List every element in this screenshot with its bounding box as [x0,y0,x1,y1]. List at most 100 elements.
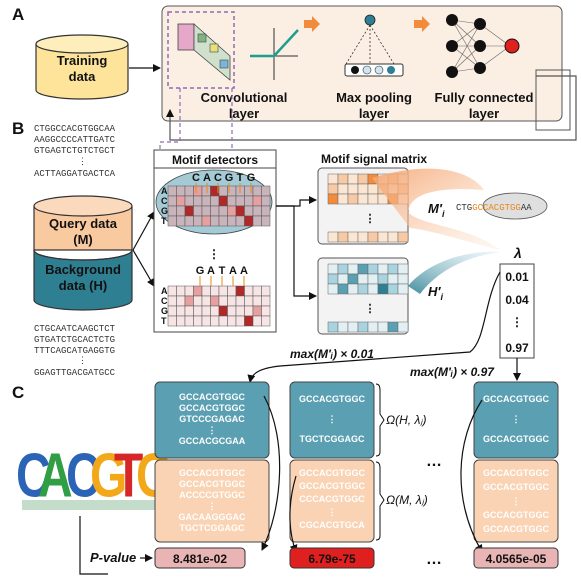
detector-cell [210,195,220,207]
detector-cell [227,295,237,307]
detector-cell [227,285,237,297]
max-high-label: max(M′ᵢ) × 0.97 [410,365,495,379]
detector-cell [184,295,194,307]
detector-cell [176,195,186,207]
col2-query-box [289,459,375,543]
detector-cell [244,185,254,197]
fully-connected-icon [446,14,520,78]
signal-cell [377,283,389,295]
logo-letter-5: T [114,441,143,510]
omega-h-bracket [375,383,385,457]
sequence-line: GCCACGTGGC [299,394,365,404]
detector-cell [210,305,220,317]
signal-cell [357,183,369,195]
signal-cell [377,231,389,243]
detector-cell [193,185,203,197]
detector-cell [218,205,228,217]
detector-cell [252,215,262,227]
sequence-motif: GCCACGTGG [472,203,521,213]
sequence-line: GCCACGTGGC [483,394,549,404]
detector-cell [176,285,186,297]
detector-cell [218,185,228,197]
detector-cell [210,285,220,297]
detector-cell [261,185,271,197]
sequence-line: GCCACGTGGC [179,392,245,402]
sequence-line: GCCACGTGGC [483,482,549,492]
detector-cell [201,295,211,307]
motif-detectors-header [153,149,277,169]
max-pooling-icon [344,14,404,77]
signal-cell [357,263,369,275]
detector-cell [244,205,254,217]
signal-cell [387,231,399,243]
sequence-line: TGCTCGGAGC [300,434,365,444]
signal-cell [377,273,389,285]
detector-cell [201,315,211,327]
row-label: G [161,206,168,216]
detector-cell [167,195,177,207]
detector-cell [193,205,203,217]
signal-m-dots: ⋮ [365,213,376,225]
sequence-line: TGCTCGGAGC [180,523,245,533]
col1-query-seqs: GCCACGTGGCGCCACGTGGCACCCCGTGGC⋮GACAAGGGA… [179,468,246,533]
logo-letter-3: C [66,441,101,510]
signal-h-dots: ⋮ [365,303,376,315]
detector-cell [252,315,262,327]
conv-layer-label-1: Convolutional [201,90,288,105]
fc-layer-label-2: layer [469,106,499,121]
signal-cell [347,283,359,295]
signal-cell [387,283,399,295]
detector-cell [244,285,254,297]
detector-cell [184,315,194,327]
detector-cell [218,215,228,227]
fc-layer-label-1: Fully connected [435,90,534,105]
signal-cell [367,263,379,275]
detector-cell [244,195,254,207]
sequence-line: ⋮ [328,507,337,517]
detector-cell [176,215,186,227]
arrow-det1-to-matrix [276,196,317,207]
m-prime-label: M′i [428,201,445,219]
conv-layer-icon [177,23,231,81]
detector-cell [167,315,177,327]
detector-cell [244,215,254,227]
sequence-line: ⋮ [512,496,521,506]
sequence-prefix: CTG [456,203,472,213]
sequence-line: ⋮ [328,414,337,424]
detector-cell [218,305,228,317]
detector-cell [218,285,228,297]
detector-cell [252,205,262,217]
seq-top-dots: ⋮ [78,157,87,167]
sequence-line: GCCACGTGGC [179,479,245,489]
detector-cell [167,285,177,297]
pool-layer-label-2: layer [359,106,389,121]
detector-cell [167,305,177,317]
signal-cell [327,273,339,285]
motif-letter: A [207,265,215,277]
signal-cell [387,273,399,285]
sequence-line: ⋮ [208,425,217,435]
row-label: C [161,296,168,306]
lambda-value-2: 0.04 [505,293,529,307]
sequence-line: GCCACGTGGC [483,524,549,534]
signal-cell [367,273,379,285]
training-data-cylinder: Training data [35,34,129,100]
detector-cell [201,195,211,207]
pvalue-box-3 [473,547,559,569]
signal-cell [337,263,349,275]
signal-cell [327,193,339,205]
sequence-suffix: AA [521,203,532,213]
signal-cell [337,283,349,295]
h-flow-curve [408,251,500,294]
detector-cell [210,315,220,327]
relu-icon [250,28,299,80]
row-label: C [161,196,168,206]
logo-letter-1: C [16,441,51,510]
detector-cell [244,305,254,317]
query-label-1: Query data [49,216,118,231]
signal-cell [387,321,399,333]
pvalue-label: P-value [90,550,136,565]
orange-arrow-1 [304,16,320,32]
motif-letter: G [196,265,205,277]
